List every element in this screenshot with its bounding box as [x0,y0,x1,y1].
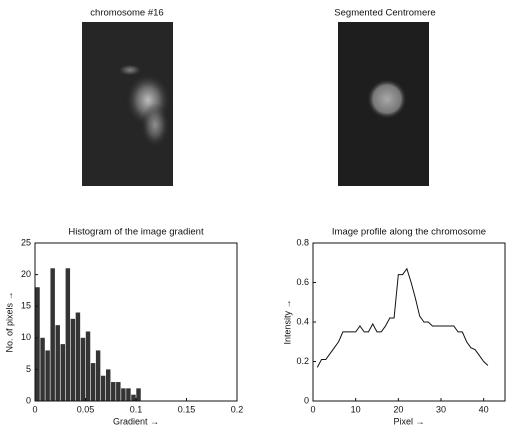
histogram-bar [75,312,81,401]
image [338,22,429,186]
x-tick-label: 0.15 [178,404,196,414]
axes-frame [34,242,238,402]
y-tick-label: 20 [21,269,31,279]
histogram-bar [65,268,71,401]
x-tick-label: 0 [310,404,315,414]
y-tick-label: 15 [21,301,31,311]
histogram-bar [85,331,91,401]
histogram-bar [70,318,76,401]
axes-frame [312,242,506,402]
image-title: Segmented Centromere [334,8,435,19]
histogram-bar [111,382,116,401]
chart-title: Image profile along the chromosome [332,227,486,238]
histogram-bar [60,344,65,401]
x-tick-label: 0 [32,404,37,414]
x-tick-label: 0.2 [231,404,244,414]
y-tick-label: 0.2 [296,356,309,366]
histogram-bar [100,375,106,401]
histogram-bar [131,394,136,401]
y-tick-label: 10 [21,332,31,342]
y-tick-label: 5 [26,364,31,374]
x-tick-label: 10 [351,404,361,414]
x-tick-label: 20 [393,404,403,414]
x-tick-label: 40 [479,404,489,414]
histogram-bar [50,268,55,401]
y-tick-label: 0.4 [296,316,309,326]
x-axis-label: Pixel → [393,416,424,426]
y-tick-label: 25 [21,237,31,247]
histogram-bar [95,350,101,401]
chart-title: Histogram of the image gradient [68,227,204,238]
x-axis-label: Gradient → [113,416,159,426]
histogram-bar [121,388,126,401]
histogram-bar [40,337,45,401]
y-tick-label: 0.8 [296,237,309,247]
y-tick-label: 0 [26,395,31,405]
histogram-bar [80,337,86,401]
image [82,22,173,186]
histogram-bar [45,350,50,401]
x-tick-label: 0.1 [130,404,143,414]
histogram-bar [136,388,141,401]
histogram-bar [35,287,40,401]
y-axis-label: Intensity → [282,299,292,344]
y-tick-label: 0 [304,395,309,405]
y-tick-label: 0.6 [296,277,309,287]
histogram-bar [90,363,96,401]
histogram-bar [106,369,111,401]
histogram-bar [126,388,131,401]
y-axis-label: No. of pixels → [4,291,14,352]
line [316,267,489,368]
histogram-bar [116,382,121,401]
x-tick-label: 30 [436,404,446,414]
histogram-bar [55,325,60,401]
image-title: chromosome #16 [90,8,163,19]
x-tick-label: 0.05 [77,404,95,414]
